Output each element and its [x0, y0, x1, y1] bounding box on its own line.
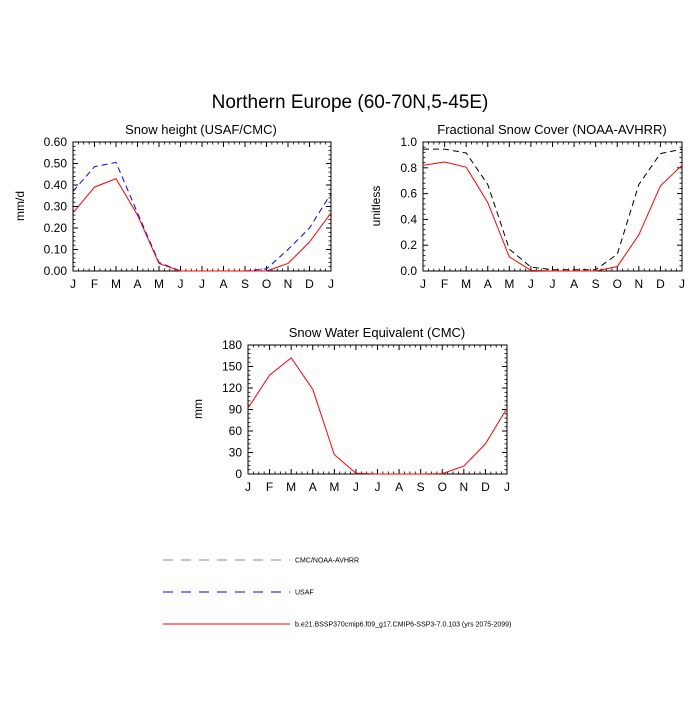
y-tick-label: 0.6 [400, 187, 417, 201]
y-tick-label: 180 [222, 338, 242, 352]
x-tick-label: O [262, 277, 271, 291]
x-tick-label: J [199, 277, 205, 291]
x-tick-label: O [438, 480, 447, 494]
y-tick-label: 120 [222, 381, 242, 395]
x-tick-label: F [266, 480, 273, 494]
series-line-usaf [72, 161, 332, 272]
panel-snow-cover: Fractional Snow Cover (NOAA-AVHRR) unitl… [369, 122, 685, 291]
x-tick-label: J [679, 277, 685, 291]
x-tick-label: F [91, 277, 98, 291]
panel-title-snow-cover: Fractional Snow Cover (NOAA-AVHRR) [437, 122, 666, 137]
x-tick-label: M [461, 277, 471, 291]
y-tick-label: 0 [235, 467, 242, 481]
x-tick-label: M [286, 480, 296, 494]
legend-label-usaf: USAF [295, 590, 314, 597]
y-tick-label: 0.0 [400, 264, 417, 278]
y-tick-label: 0.2 [400, 238, 417, 252]
panel-title-swe: Snow Water Equivalent (CMC) [289, 325, 466, 340]
x-tick-label: A [484, 277, 492, 291]
x-tick-label: M [154, 277, 164, 291]
y-axis-label-snow-cover: unitless [369, 186, 383, 227]
x-tick-label: J [528, 277, 534, 291]
x-tick-label: M [111, 277, 121, 291]
plot-frame [422, 141, 683, 272]
x-tick-label: D [481, 480, 490, 494]
x-tick-label: J [245, 480, 251, 494]
x-tick-label: J [504, 480, 510, 494]
x-tick-label: J [420, 277, 426, 291]
y-tick-label: 0.50 [44, 157, 68, 171]
plot-frame [247, 344, 508, 475]
x-tick-label: J [178, 277, 184, 291]
plot-frame [72, 141, 332, 272]
series-line-model [247, 357, 508, 475]
x-tick-label: A [219, 277, 227, 291]
y-tick-label: 150 [222, 360, 242, 374]
x-tick-label: D [656, 277, 665, 291]
x-tick-label: O [613, 277, 622, 291]
x-tick-label: S [417, 480, 425, 494]
x-tick-label: A [133, 277, 141, 291]
panel-title-snow-height: Snow height (USAF/CMC) [125, 122, 277, 137]
x-tick-label: S [241, 277, 249, 291]
x-tick-label: N [284, 277, 293, 291]
y-axis-label-swe: mm [191, 399, 205, 419]
series-line-obs [423, 148, 683, 271]
x-tick-label: J [353, 480, 359, 494]
x-tick-label: N [634, 277, 643, 291]
y-tick-label: 0.40 [44, 178, 68, 192]
y-tick-label: 90 [229, 403, 243, 417]
x-tick-label: J [70, 277, 76, 291]
x-tick-label: S [592, 277, 600, 291]
y-tick-label: 1.0 [400, 135, 417, 149]
x-tick-label: M [329, 480, 339, 494]
x-tick-label: J [550, 277, 556, 291]
y-tick-label: 0.4 [400, 212, 417, 226]
x-tick-label: J [328, 277, 334, 291]
legend-label-model: b.e21.BSSP370cmip6.f09_g17.CMIP6-SSP3-7.… [295, 622, 511, 629]
y-tick-label: 60 [229, 424, 243, 438]
figure-title: Northern Europe (60-70N,5-45E) [212, 92, 489, 113]
series-line-model [422, 161, 683, 272]
y-tick-label: 0.30 [44, 200, 68, 214]
y-tick-label: 30 [229, 446, 243, 460]
legend: CMC/NOAA-AVHRR USAF b.e21.BSSP370cmip6.f… [163, 558, 511, 629]
x-tick-label: A [570, 277, 578, 291]
x-tick-label: A [395, 480, 403, 494]
y-tick-label: 0.20 [44, 221, 68, 235]
x-tick-label: F [441, 277, 448, 291]
series-line-model [72, 177, 332, 272]
y-tick-label: 0.00 [44, 264, 68, 278]
y-tick-label: 0.8 [400, 161, 417, 175]
x-tick-label: J [375, 480, 381, 494]
x-tick-label: A [309, 480, 317, 494]
x-tick-label: D [305, 277, 314, 291]
x-tick-label: N [459, 480, 468, 494]
y-tick-label: 0.60 [44, 135, 68, 149]
legend-label-obs: CMC/NOAA-AVHRR [295, 558, 359, 565]
x-tick-label: M [504, 277, 514, 291]
y-axis-label-snow-height: mm/d [13, 191, 27, 221]
y-tick-label: 0.10 [44, 243, 68, 257]
